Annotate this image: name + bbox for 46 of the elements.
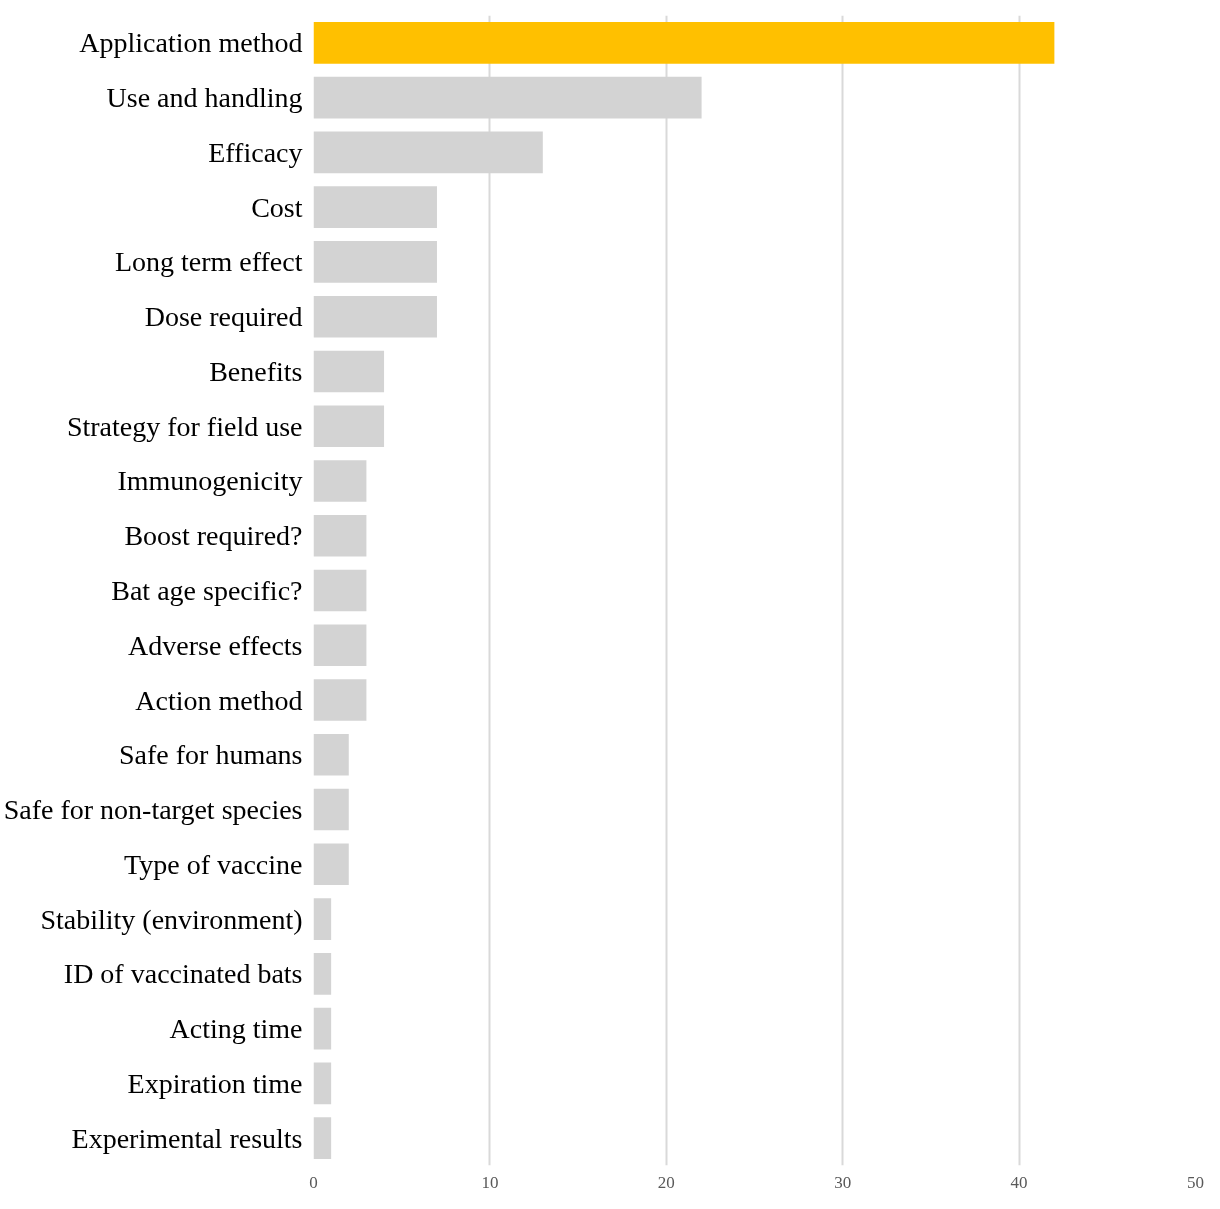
y-tick-label: Type of vaccine	[124, 848, 303, 880]
y-tick-label: Dose required	[144, 301, 303, 333]
y-tick-label: Cost	[251, 191, 303, 223]
bar	[313, 350, 385, 393]
y-tick-label: Immunogenicity	[117, 465, 303, 497]
y-tick-label: Action method	[135, 684, 303, 716]
y-tick-label: Benefits	[209, 355, 303, 387]
y-tick-label: Acting time	[169, 1013, 303, 1045]
bar	[313, 569, 367, 612]
y-tick-label: Safe for humans	[119, 739, 303, 771]
x-tick-label: 50	[1187, 1172, 1204, 1192]
y-tick-label: Safe for non-target species	[3, 794, 303, 826]
x-tick-label: 10	[481, 1172, 499, 1192]
bar	[313, 843, 349, 886]
y-tick-label: ID of vaccinated bats	[63, 958, 303, 990]
y-tick-label: Use and handling	[106, 82, 303, 114]
bar	[313, 1117, 332, 1159]
x-tick-label: 20	[657, 1172, 675, 1192]
bar	[313, 679, 367, 721]
bar	[313, 624, 367, 667]
bar	[313, 514, 367, 557]
x-tick-label: 0	[309, 1172, 318, 1192]
y-tick-label: Strategy for field use	[66, 410, 303, 442]
bar	[313, 898, 332, 940]
bar	[313, 733, 349, 776]
bar	[313, 1007, 332, 1050]
y-tick-label: Efficacy	[208, 136, 303, 168]
bar	[313, 295, 437, 338]
bar	[313, 241, 437, 283]
x-tick-label: 30	[834, 1172, 852, 1192]
y-tick-label: Expiration time	[127, 1067, 303, 1099]
bar	[313, 186, 437, 228]
y-tick-label: Experimental results	[71, 1122, 303, 1154]
bar	[313, 460, 367, 502]
bar	[313, 22, 1055, 64]
y-tick-label: Stability (environment)	[40, 903, 303, 935]
y-tick-label: Adverse effects	[128, 629, 303, 661]
bar	[313, 1062, 332, 1105]
y-tick-label: Boost required?	[124, 520, 303, 552]
x-tick-label: 40	[1010, 1172, 1028, 1192]
bar	[313, 953, 332, 995]
bar	[313, 788, 349, 831]
bar	[313, 405, 385, 448]
y-tick-label: Application method	[79, 27, 303, 59]
y-tick-label: Long term effect	[114, 246, 303, 278]
y-tick-label: Bat age specific?	[111, 575, 303, 606]
